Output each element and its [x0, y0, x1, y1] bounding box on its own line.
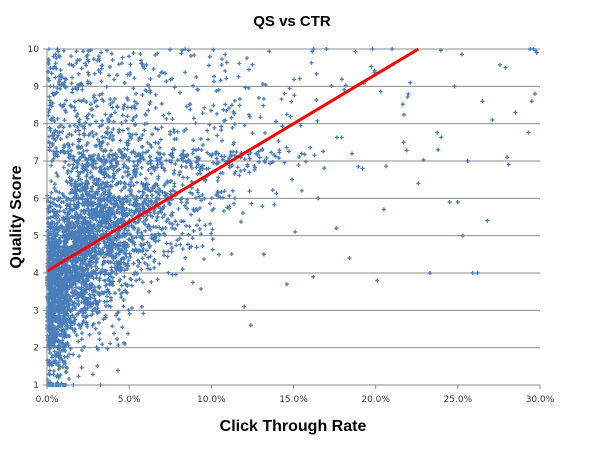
x-axis-label: Click Through Rate: [220, 418, 367, 435]
scatter-point: [248, 323, 253, 328]
scatter-point: [390, 47, 395, 51]
scatter-point: [485, 218, 490, 223]
scatter-point: [408, 80, 413, 85]
y-axis-label: Quality Score: [8, 165, 25, 268]
scatter-point: [360, 166, 365, 171]
scatter-point: [261, 252, 266, 257]
y-tick-label: 10: [28, 45, 40, 55]
x-tick-label: 25.0%: [444, 395, 473, 405]
y-tick-label: 5: [33, 232, 39, 242]
y-tick-label: 6: [33, 194, 39, 204]
scatter-point: [381, 207, 386, 212]
y-tick-labels: 1 2 3 4 5 6 7 8 9 10: [28, 45, 40, 391]
scatter-point: [416, 181, 421, 186]
scatter-point: [503, 65, 508, 70]
trendline: [46, 47, 420, 273]
scatter-point: [480, 99, 485, 104]
scatter-point: [452, 84, 457, 89]
scatter-point: [316, 196, 321, 201]
scatter-point: [347, 256, 352, 261]
y-tick-label: 1: [33, 381, 39, 391]
scatter-point: [375, 278, 380, 283]
y-tick-label: 4: [33, 269, 39, 279]
scatter-point: [436, 147, 441, 152]
scatter-point: [293, 229, 298, 234]
scatter-point: [465, 159, 470, 163]
y-tick-label: 8: [33, 120, 39, 130]
scatter-point: [311, 274, 316, 279]
y-tick-label: 2: [33, 344, 39, 354]
scatter-point: [470, 271, 475, 275]
x-tick-label: 30.0%: [526, 395, 555, 405]
scatter-point: [48, 84, 53, 89]
scatter-points: [45, 47, 539, 387]
x-tick-label: 0.0%: [36, 395, 59, 405]
gridlines: [47, 48, 540, 349]
x-tick-label: 15.0%: [279, 395, 308, 405]
scatter-point: [528, 47, 533, 51]
scatter-point-cloud: [45, 47, 538, 387]
scatter-point: [324, 47, 329, 51]
scatter-point: [475, 271, 480, 275]
scatter-point: [529, 99, 534, 104]
scatter-point: [455, 200, 460, 205]
scatter-point: [242, 304, 247, 309]
scatter-point: [49, 159, 54, 163]
scatter-point: [534, 50, 539, 55]
x-tick-labels: 0.0% 5.0% 10.0% 15.0% 20.0% 25.0% 30.0%: [36, 395, 555, 405]
scatter-point: [401, 140, 406, 145]
y-tick-label: 9: [33, 82, 39, 92]
y-tick-label: 3: [33, 306, 39, 316]
x-tick-label: 20.0%: [361, 395, 390, 405]
scatter-point: [334, 226, 339, 231]
scatter-point: [427, 271, 432, 275]
scatter-point: [490, 117, 495, 122]
x-tick-label: 5.0%: [118, 395, 141, 405]
scatter-point: [284, 282, 289, 287]
scatter-point: [370, 47, 375, 51]
scatter-point: [460, 233, 465, 238]
y-tick-label: 7: [33, 157, 39, 167]
x-tick-label: 10.0%: [197, 395, 226, 405]
scatter-point: [513, 110, 518, 115]
scatter-point: [505, 155, 510, 160]
chart-title: QS vs CTR: [253, 13, 331, 30]
scatter-point: [447, 200, 452, 205]
axes: [43, 48, 541, 389]
scatter-point: [533, 91, 538, 96]
